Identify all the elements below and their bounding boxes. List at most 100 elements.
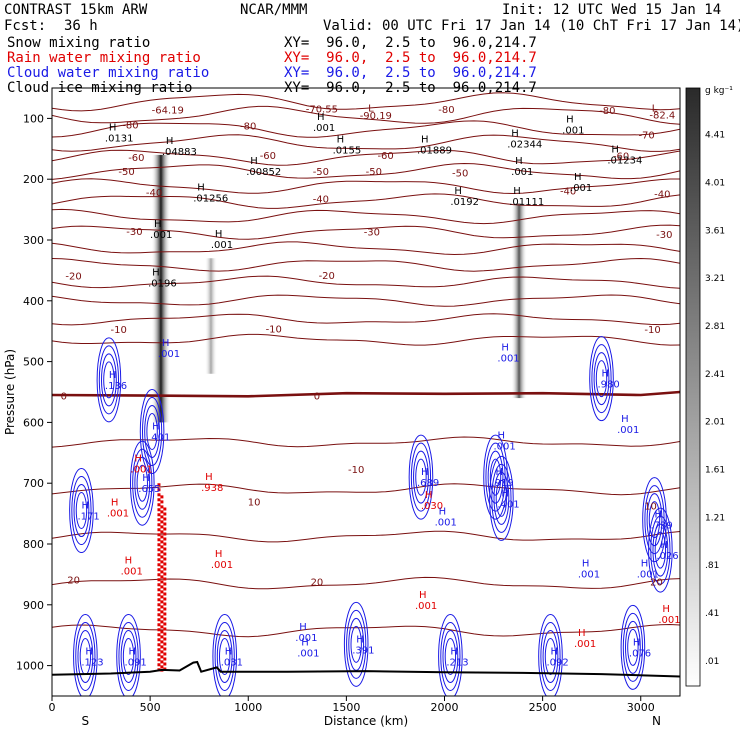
extremum-value: .092 — [546, 657, 568, 668]
extremum-value: .001 — [562, 125, 584, 136]
extremum-value: .00852 — [246, 167, 281, 178]
extremum-letter: H — [162, 338, 170, 349]
extremum-letter: H — [582, 558, 590, 569]
temperature-label: -80 — [599, 106, 615, 117]
temperature-label: -60 — [613, 152, 629, 163]
extremum-value: .0155 — [333, 146, 362, 157]
extremum-value: .001 — [617, 425, 639, 436]
extremum-value: .01111 — [509, 197, 544, 208]
extremum-letter: H — [501, 342, 509, 353]
temperature-label: -90.19 — [360, 111, 392, 122]
extremum-letter: H — [205, 472, 213, 483]
org-label: NCAR/MMM — [240, 2, 308, 18]
extremum-value: .0192 — [450, 197, 479, 208]
cloud-water-contour-1-1 — [146, 413, 158, 451]
temperature-label: -80 — [438, 105, 454, 116]
extremum-value: .001 — [574, 639, 596, 650]
extremum-letter: H — [550, 646, 558, 657]
y-tick-label: 200 — [23, 173, 44, 186]
extremum-value: .026 — [656, 551, 678, 562]
init-time: Init: 12 UTC Wed 15 Jan 14 — [502, 2, 722, 18]
extremum-letter: H — [641, 558, 649, 569]
extremum-value: .001 — [211, 240, 233, 251]
x-tick-label: 500 — [140, 701, 161, 714]
cloud-water-contour-5-2 — [120, 629, 137, 683]
extremum-value: .001 — [578, 569, 600, 580]
extremum-value: .001 — [658, 615, 680, 626]
cloud-water-contour-0-2 — [101, 353, 117, 407]
cloud-water-contour-12-1 — [489, 458, 502, 496]
extremum-value: .076 — [629, 648, 651, 659]
extremum-value: .136 — [105, 381, 127, 392]
temperature-label: 10 — [248, 498, 261, 509]
extremum-letter: H — [142, 473, 150, 484]
extremum-letter: H — [166, 136, 174, 147]
extremum-value: .938 — [201, 483, 223, 494]
isotherm--30-0 — [52, 257, 680, 272]
temperature-label: -40 — [560, 186, 576, 197]
isotherm--80-0 — [52, 105, 680, 125]
snow-shading-2 — [511, 203, 527, 399]
cloud-water-contour-8-2 — [442, 629, 459, 683]
cloud-water-contour-10-2 — [625, 620, 641, 674]
cloud-water-contour-12-2 — [487, 450, 504, 504]
cloud-water-contour-11-1 — [415, 458, 427, 496]
extremum-letter: H — [301, 637, 309, 648]
extremum-letter: H — [633, 637, 641, 648]
colorbar-tick-label: .01 — [705, 657, 719, 667]
extremum-letter: H — [611, 144, 619, 155]
snow-shading-0 — [151, 154, 171, 423]
cloud-water-contour-7-4 — [343, 601, 369, 687]
isotherm-20-0 — [52, 576, 680, 590]
extremum-letter: H — [356, 634, 364, 645]
temperature-label: 20 — [311, 577, 324, 588]
extremum-letter: H — [511, 128, 519, 139]
x-tick-label: 2000 — [431, 701, 459, 714]
extremum-letter: H — [109, 122, 117, 133]
y-tick-label: 300 — [23, 234, 44, 247]
cloud-water-contour-5-3 — [118, 621, 139, 691]
isotherm-zero-line — [52, 390, 680, 398]
extremum-letter: H — [578, 628, 586, 639]
temperature-label: 20 — [67, 575, 80, 586]
extremum-value: .213 — [446, 657, 468, 668]
isotherm--70-1 — [52, 120, 680, 138]
colorbar-tick-label: 1.61 — [705, 466, 725, 476]
extremum-value: .001 — [493, 442, 515, 453]
model-title: CONTRAST 15km ARW — [4, 2, 148, 18]
extremum-value: .0131 — [105, 133, 134, 144]
cloud-water-contour-14-3 — [591, 344, 612, 414]
isotherm--70-0 — [52, 134, 680, 152]
temperature-label: -30 — [656, 230, 672, 241]
field-cloudwater-name: Cloud water mixing ratio — [7, 65, 210, 81]
extremum-value: .031 — [221, 657, 243, 668]
extremum-letter: H — [425, 490, 433, 501]
extremum-letter: H — [660, 540, 668, 551]
extremum-letter: H — [496, 467, 504, 478]
cloud-water-contour-15-3 — [644, 485, 665, 555]
y-tick-label: 500 — [23, 356, 44, 369]
isotherm--10-0 — [52, 333, 680, 346]
cloud-water-contour-8-4 — [438, 613, 463, 696]
extremum-value: .030 — [421, 501, 443, 512]
extremum-letter: H — [654, 510, 662, 521]
y-tick-label: 100 — [23, 112, 44, 125]
temperature-label: L — [368, 104, 374, 115]
colorbar-tick-label: .81 — [705, 561, 719, 571]
extremum-value: .001 — [121, 566, 143, 577]
colorbar-tick-label: 4.01 — [705, 178, 725, 188]
extremum-value: .001 — [297, 648, 319, 659]
field-cloudwater-xy: XY= 96.0, 2.5 to 96.0,214.7 — [284, 65, 537, 81]
extremum-letter: H — [111, 498, 119, 509]
cloud-water-contour-10-4 — [620, 604, 646, 690]
temperature-label: -70.55 — [306, 104, 338, 115]
cloud-water-contour-16-4 — [648, 507, 673, 593]
extremum-letter: H — [225, 646, 233, 657]
extremum-letter: H — [215, 229, 223, 240]
extremum-value: .171 — [77, 512, 99, 523]
cloud-water-contour-3-1 — [75, 492, 88, 530]
temperature-label: -50 — [452, 169, 468, 180]
extremum-letter: H — [501, 488, 509, 499]
y-tick-label: 400 — [23, 295, 44, 308]
extremum-value: .689 — [417, 478, 439, 489]
